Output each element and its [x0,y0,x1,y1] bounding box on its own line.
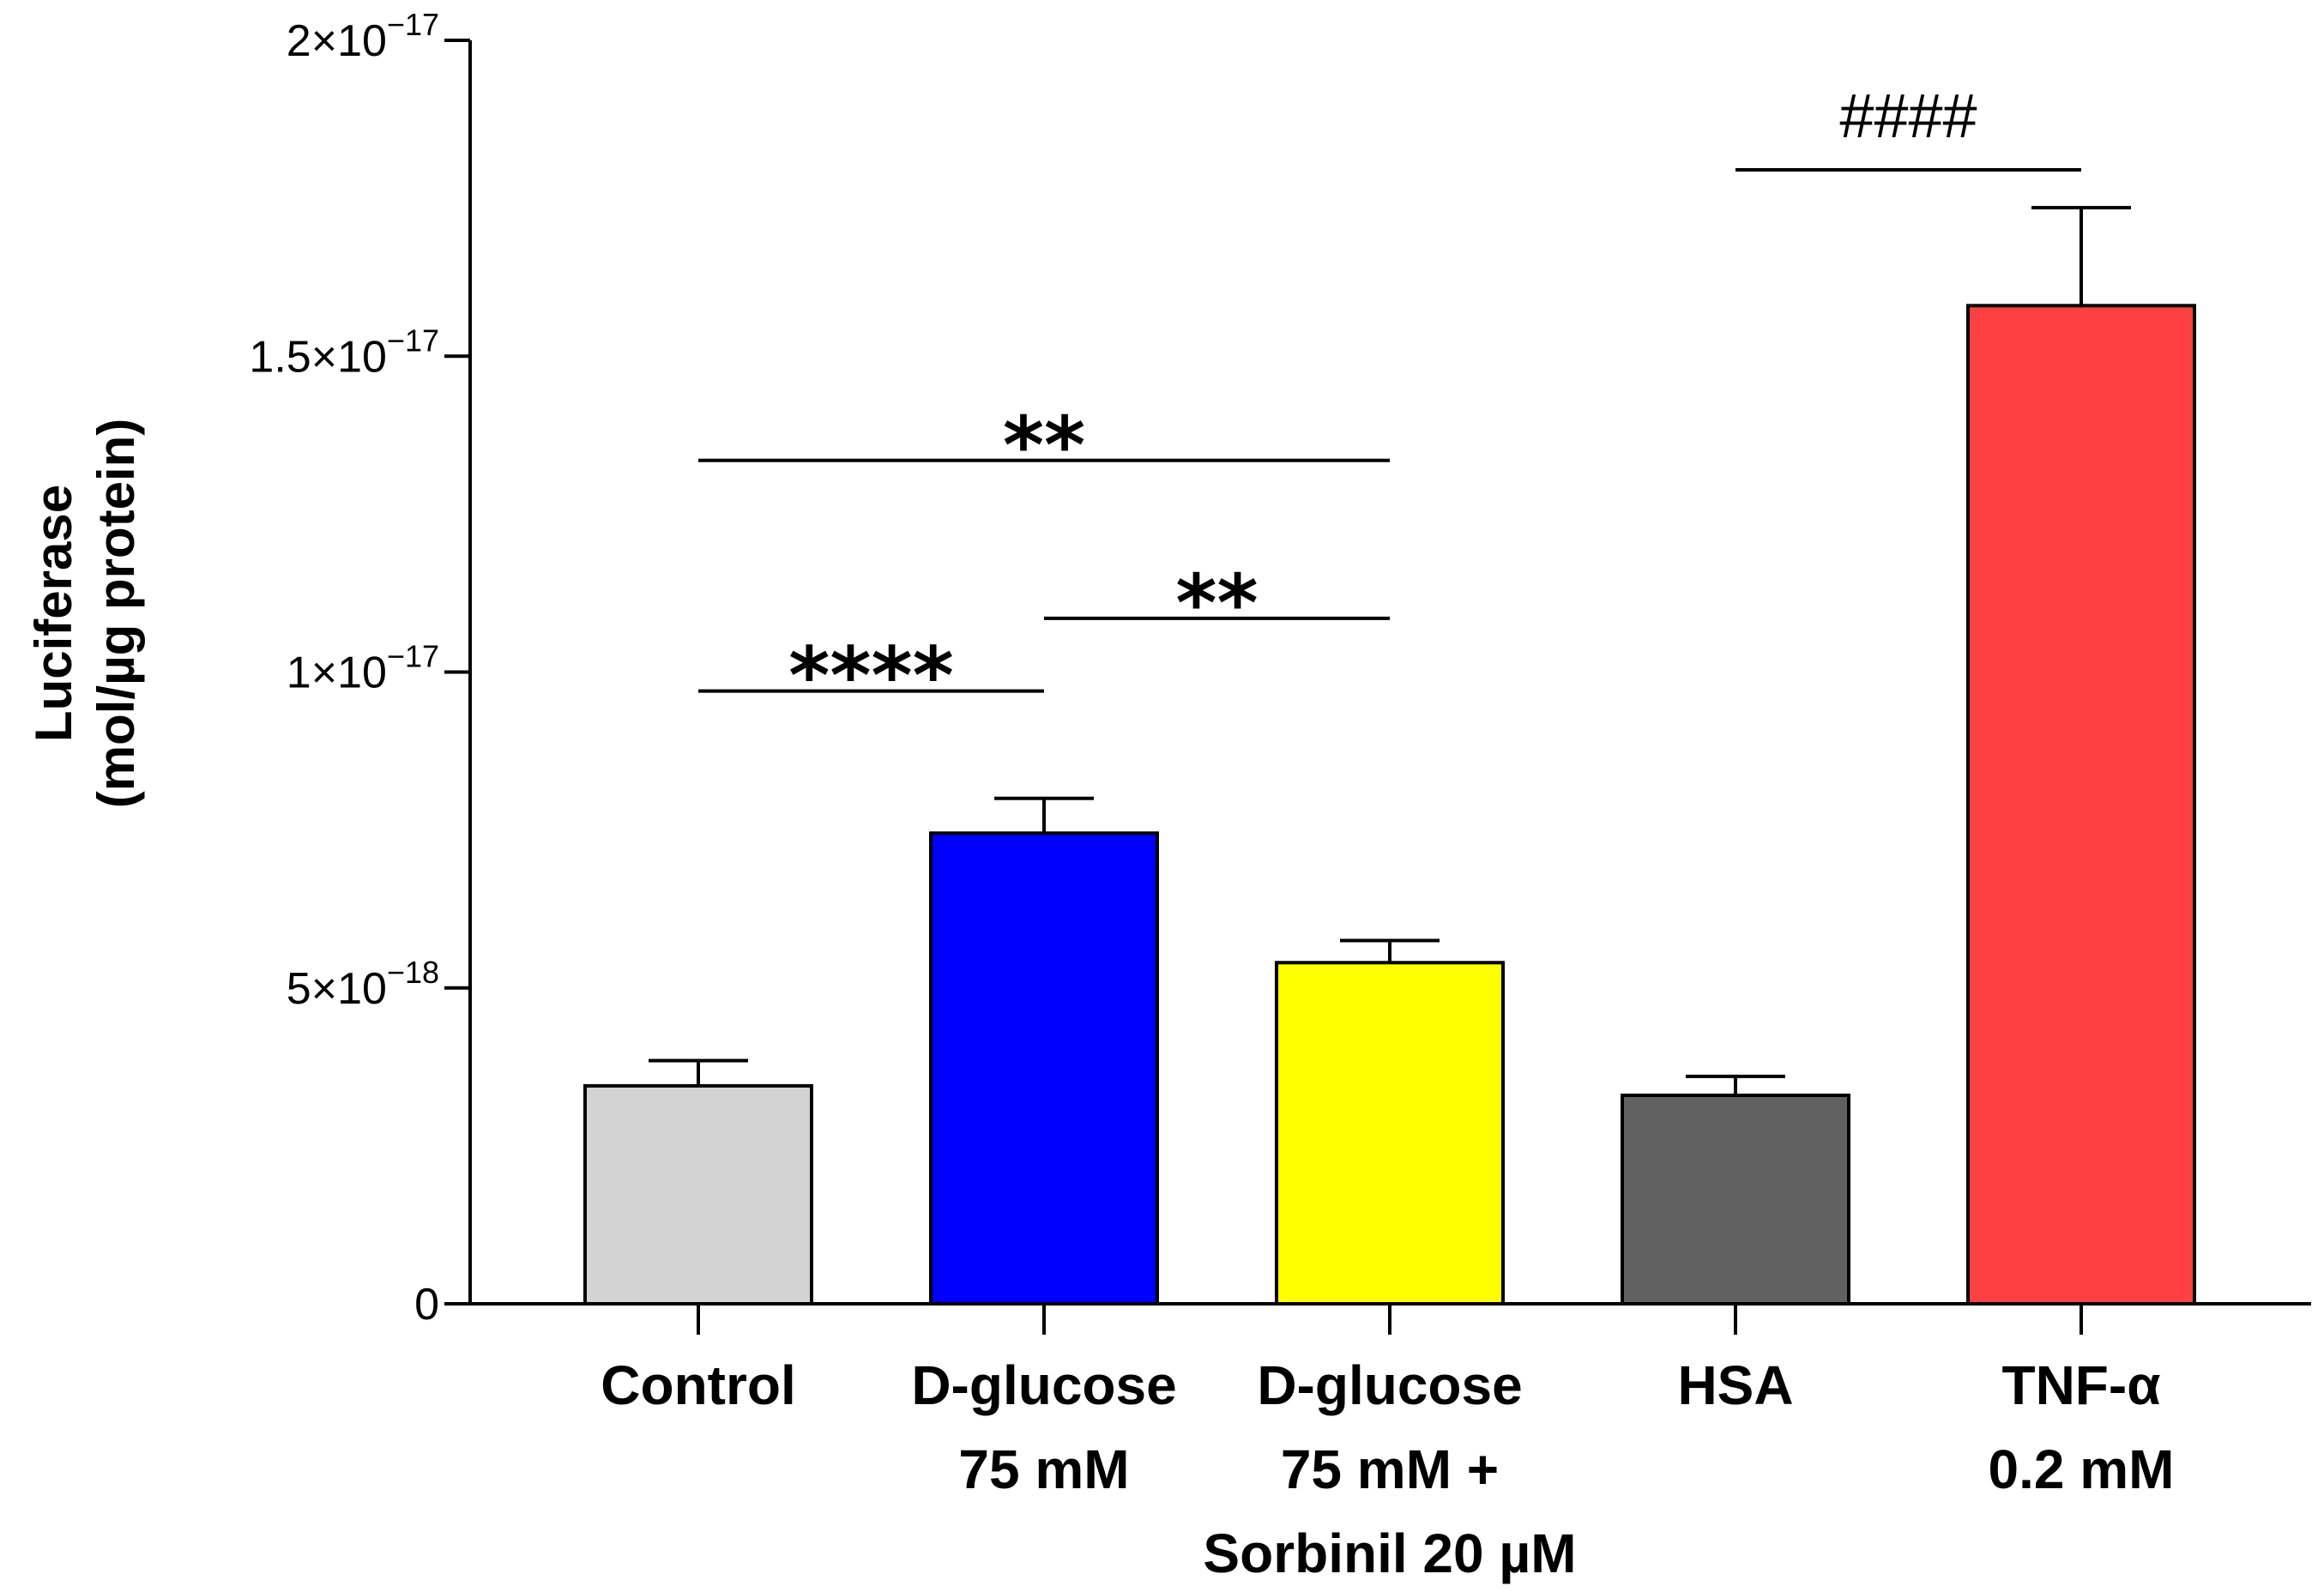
error-bars [649,206,2131,1095]
x-tick-label: 0.2 mM [1989,1438,2175,1500]
bars [583,304,2196,1306]
x-tick-label: TNF-α [2001,1354,2160,1416]
significance-annotations: ********#### [698,82,2081,722]
y-tick-label: 2×10−17 [287,7,439,66]
y-axis-label: Luciferase (mol/µg protein) [25,419,145,809]
bar-4 [1621,1093,1850,1306]
significance-label: ** [1175,558,1258,649]
y-tick-label: 0 [414,1280,439,1330]
x-tick-label: D-glucose [1257,1354,1522,1416]
x-tick-label: Sorbinil 20 µM [1203,1523,1576,1584]
y-axis-label-line-2: (mol/µg protein) [88,419,145,809]
significance-label: ** [1003,400,1085,491]
bar-3 [1275,961,1505,1306]
y-tick-label: 1.5×10−17 [249,323,439,382]
y-axis-label-line-1: Luciferase [25,485,82,742]
significance-label: #### [1839,82,1977,151]
x-tick-label: D-glucose [911,1354,1176,1416]
y-tick-label: 1×10−17 [287,639,439,698]
x-tick-label: 75 mM [958,1438,1129,1500]
x-axis: Control D-glucose 75 mM D-glucose 75 mM + Sor… [468,1302,2311,1584]
bar-1 [583,1083,813,1306]
x-tick-label: Control [601,1354,796,1416]
y-tick-label: 5×10−18 [287,955,439,1014]
x-tick-label: HSA [1677,1354,1793,1416]
bar-5 [1966,304,2196,1306]
bar-2 [929,831,1159,1306]
x-tick-label: 75 mM + [1281,1438,1499,1500]
significance-label: **** [788,630,953,722]
y-axis: 0 5×10−18 1×10−17 1.5×10−17 2×10−17 [249,7,472,1330]
